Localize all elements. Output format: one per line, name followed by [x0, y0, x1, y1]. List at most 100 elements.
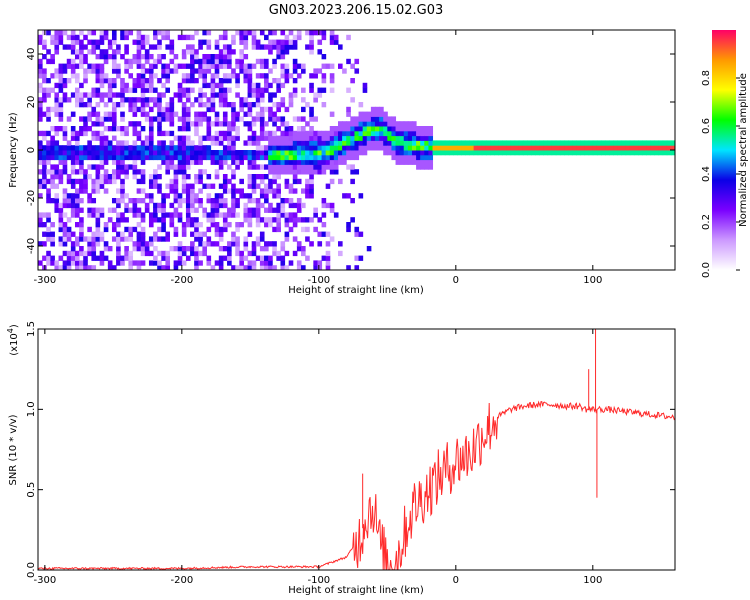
spectrogram-cell [103, 241, 109, 247]
spectrogram-cell [231, 159, 236, 165]
spectrogram-cell [38, 140, 43, 146]
spectrogram-cell [617, 150, 623, 156]
spectrogram-cell [74, 188, 80, 194]
spectrogram-cell [83, 54, 88, 60]
spectrogram-cell [251, 30, 257, 36]
spectrogram-cell [301, 154, 306, 161]
spectrogram-cell [280, 82, 286, 89]
spectrogram-cell [231, 188, 236, 194]
spectrogram-cell [148, 250, 154, 257]
spectrogram-cell [74, 150, 80, 156]
spectrogram-cell [91, 121, 97, 127]
spectrogram-cell [255, 255, 261, 261]
spectrogram-cell [87, 111, 92, 117]
spectrogram-cell [374, 111, 380, 117]
spectrogram-cell [440, 145, 446, 151]
spectrogram-cell [218, 97, 224, 103]
spectrogram-cell [321, 150, 327, 156]
spectrogram-cell [124, 140, 129, 146]
spectrogram-cell [165, 212, 171, 218]
spectrogram-cell [222, 130, 228, 137]
spectrogram-cell [350, 135, 355, 141]
spectrogram-cell [79, 260, 84, 266]
spectrogram-cell [120, 30, 125, 36]
spectrogram-cell [214, 212, 220, 218]
spectrogram-cell [272, 58, 277, 65]
spectrogram-cell [305, 236, 310, 242]
spectrogram-cell [551, 140, 557, 146]
spectrogram-cell [38, 106, 43, 113]
spectrogram-cell [420, 135, 425, 141]
spectrogram-cell [62, 241, 68, 247]
spectrogram-cell [222, 92, 228, 98]
spectrogram-cell [144, 58, 150, 65]
spectrogram-cell [292, 135, 298, 141]
spectrogram-cell [280, 265, 286, 270]
spectrogram-cell [243, 78, 249, 84]
spectrogram-cell [547, 145, 553, 151]
spectrogram-cell [177, 241, 183, 247]
spectrogram-cell [321, 34, 327, 41]
spectrogram-cell [54, 198, 60, 204]
spectrogram-cell [50, 231, 55, 237]
spectrogram-cell [350, 78, 355, 84]
spectrogram-cell [296, 154, 302, 161]
spectrogram-cell [239, 222, 244, 228]
spectrogram-cell [206, 44, 212, 50]
snr-x-tick-label: -300 [33, 575, 56, 586]
spectrogram-cell [58, 145, 64, 151]
spectrogram-cell [116, 174, 121, 180]
spectrogram-cell [296, 145, 302, 151]
spectrogram-cell [432, 145, 438, 151]
spectrogram-cell [239, 49, 244, 55]
spectrogram-cell [424, 145, 429, 151]
spectrogram-cell [206, 39, 212, 45]
spectrogram-cell [239, 39, 244, 45]
spectrogram-cell [366, 121, 372, 127]
spectrogram-cell [206, 68, 212, 74]
spectrogram-cell [407, 130, 413, 137]
spectrogram-cell [259, 30, 265, 36]
spectrogram-cell [350, 169, 355, 175]
spectrogram-cell [264, 260, 269, 266]
spectrogram-cell [317, 217, 323, 223]
spectrogram-cell [206, 97, 212, 103]
spectrogram-cell [124, 164, 129, 170]
spectrogram-cell [210, 106, 216, 113]
spectrogram-cell [325, 241, 331, 247]
spectrogram-cell [662, 145, 668, 151]
spectrogram-cell [185, 193, 191, 199]
spectrogram-cell [403, 154, 409, 161]
spectrogram-cell [148, 44, 154, 50]
spectrogram-cell [284, 39, 290, 45]
colorbar-tick-label: 0.6 [701, 118, 712, 134]
spectrogram-cell [231, 154, 236, 161]
spectrogram-cell [70, 207, 76, 213]
spectrogram-cell [74, 135, 80, 141]
spectrogram-cell [321, 102, 327, 108]
spectrogram-cell [83, 34, 88, 41]
spectrogram-cell [198, 121, 203, 127]
spectrogram-cell [173, 135, 179, 141]
spectrogram-cell [362, 121, 368, 127]
spectrogram-cell [79, 92, 84, 98]
spectrogram-cell [227, 102, 232, 108]
spectrogram-cell [136, 63, 142, 69]
spectrogram-cell [214, 193, 220, 199]
spectrogram-cell [116, 255, 121, 261]
spectrogram-cell [222, 121, 228, 127]
spectrogram-cell [95, 135, 101, 141]
spectrogram-cell [58, 87, 64, 93]
spectrogram-cell [206, 150, 212, 156]
spectrogram-cell [469, 150, 475, 156]
spectrogram-cell [157, 126, 162, 132]
spectrogram-cell [362, 150, 368, 156]
spectrogram-cell [239, 255, 244, 261]
spectrogram-cell [120, 82, 125, 89]
spectrogram-cell [255, 183, 261, 189]
spectrogram-cell [231, 126, 236, 132]
spectrogram-cell [185, 217, 191, 223]
spectrogram-cell [185, 116, 191, 122]
spectrogram-cell [227, 135, 232, 141]
spectrogram-cell [161, 145, 166, 151]
